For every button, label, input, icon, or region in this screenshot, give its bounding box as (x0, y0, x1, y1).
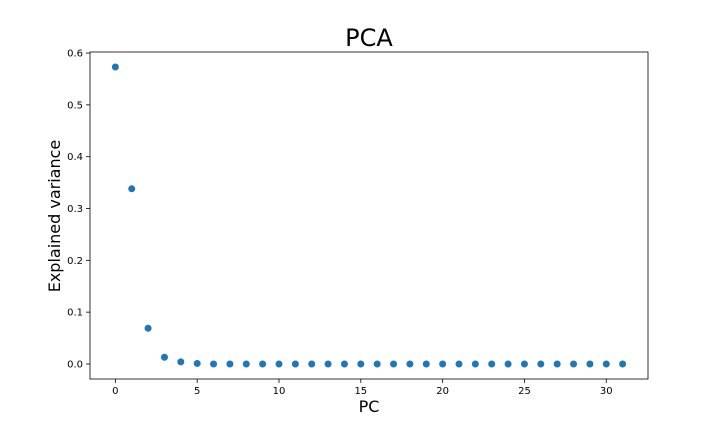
data-point (144, 324, 152, 332)
data-point (128, 185, 136, 193)
y-tick-label: 0.6 (67, 49, 83, 60)
data-point (390, 360, 398, 368)
data-point (357, 360, 365, 368)
data-point (160, 353, 168, 361)
data-point (193, 359, 201, 367)
data-point (520, 360, 528, 368)
data-point (439, 360, 447, 368)
data-point (471, 360, 479, 368)
data-point (242, 360, 250, 368)
data-point (177, 358, 185, 366)
data-point (340, 360, 348, 368)
y-tick-label: 0.1 (67, 308, 83, 319)
data-point (570, 360, 578, 368)
plot-area: 0 5 10 15 20 25 30 0.0 0.1 0.2 0.3 0.4 0.5 0.6 (67, 49, 649, 397)
data-point (291, 360, 299, 368)
x-tick-label: 0 (112, 386, 118, 397)
data-point (308, 360, 316, 368)
y-tick-label: 0.5 (67, 100, 83, 111)
data-point (406, 360, 414, 368)
x-tick-label: 15 (354, 386, 367, 397)
x-tick-label: 20 (436, 386, 449, 397)
chart-title: PCA (345, 24, 393, 52)
x-tick-label: 30 (600, 386, 613, 397)
y-axis-label: Explained variance (45, 140, 64, 293)
data-point (275, 360, 283, 368)
data-point (504, 360, 512, 368)
data-point (373, 360, 381, 368)
data-point (602, 360, 610, 368)
data-point (488, 360, 496, 368)
y-tick-label: 0.3 (67, 204, 83, 215)
data-point (553, 360, 561, 368)
data-point (619, 360, 627, 368)
data-point (210, 360, 218, 368)
data-point (259, 360, 267, 368)
y-tick-label: 0.4 (67, 152, 83, 163)
x-tick-label: 25 (518, 386, 531, 397)
y-tick-label: 0.2 (67, 256, 83, 267)
data-point (537, 360, 545, 368)
plot-frame (89, 51, 649, 380)
y-tick-label: 0.0 (67, 359, 83, 370)
x-tick-label: 10 (273, 386, 286, 397)
x-tick-label: 5 (194, 386, 200, 397)
data-point (111, 63, 119, 71)
data-point (586, 360, 594, 368)
data-point (422, 360, 430, 368)
x-axis-label: PC (359, 397, 380, 416)
data-point (226, 360, 234, 368)
data-point (455, 360, 463, 368)
data-point (324, 360, 332, 368)
